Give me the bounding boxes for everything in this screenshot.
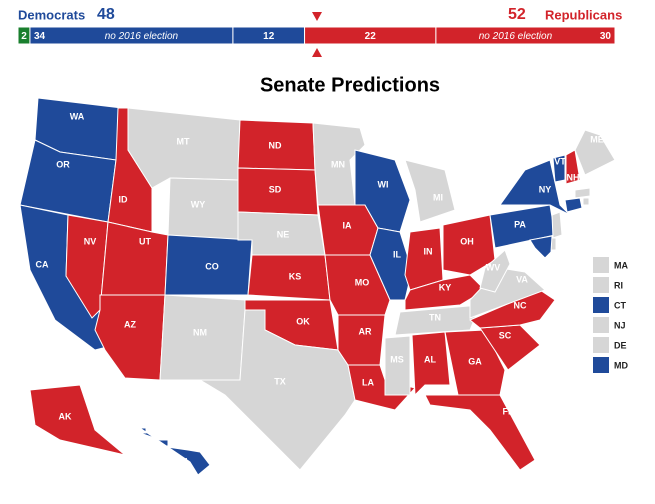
legend-swatch <box>593 337 609 353</box>
state-label: OR <box>56 159 70 169</box>
state-label: WA <box>70 111 85 121</box>
state-label: HI <box>179 456 188 466</box>
legend-swatch <box>593 297 609 313</box>
seat-count: 22 <box>365 31 377 42</box>
state-label: NY <box>539 184 552 194</box>
state <box>312 122 366 206</box>
legend-label: MD <box>614 360 628 370</box>
state <box>29 384 126 456</box>
state-label: MN <box>331 159 345 169</box>
state-label: VT <box>554 156 566 166</box>
state-label: MO <box>355 277 370 287</box>
state-label: KY <box>439 282 452 292</box>
seat-segment <box>435 26 616 45</box>
seat-count: 2 <box>21 31 27 42</box>
state-label: NM <box>193 327 207 337</box>
state-label: NC <box>514 300 527 310</box>
state-label: IA <box>343 220 353 230</box>
state-label: UT <box>139 236 151 246</box>
state <box>138 427 211 476</box>
state-label: MT <box>177 136 190 146</box>
midpoint-marker <box>312 48 322 57</box>
small-state <box>529 235 553 259</box>
state-label: PA <box>514 219 526 229</box>
small-state <box>551 211 563 239</box>
state-label: AZ <box>124 319 136 329</box>
state-label: MS <box>390 354 404 364</box>
state-label: IN <box>424 246 433 256</box>
state-label: TX <box>274 376 286 386</box>
state-label: NE <box>277 229 290 239</box>
state <box>404 227 444 291</box>
state-label: WY <box>191 199 206 209</box>
state-label: OH <box>460 236 474 246</box>
state-label: CA <box>36 259 49 269</box>
state <box>479 249 511 293</box>
segment-note: no 2016 election <box>105 31 179 42</box>
legend-swatch <box>593 257 609 273</box>
state-label: ID <box>119 194 129 204</box>
legend-label: MA <box>614 260 628 270</box>
state-label: MI <box>433 192 443 202</box>
state-label: SD <box>269 184 282 194</box>
small-state <box>574 187 591 199</box>
legend-label: NJ <box>614 320 626 330</box>
state-label: CO <box>205 261 219 271</box>
state-label: KS <box>289 271 302 281</box>
legend-label: RI <box>614 280 623 290</box>
state <box>384 335 411 396</box>
legend-label: DE <box>614 340 627 350</box>
state <box>574 129 616 176</box>
segment-note: no 2016 election <box>479 31 553 42</box>
legend-swatch <box>593 317 609 333</box>
state-label: AR <box>359 326 372 336</box>
rep-total: 52 <box>508 6 526 23</box>
seat-count: 12 <box>263 31 275 42</box>
state-label: SC <box>499 330 512 340</box>
state <box>127 107 241 189</box>
state-label: LA <box>362 377 374 387</box>
state-label: ME <box>590 134 604 144</box>
state <box>404 274 486 311</box>
state-label: IL <box>393 249 402 259</box>
rep-label: Republicans <box>545 7 622 22</box>
state-label: WV <box>486 262 501 272</box>
state-label: ND <box>269 140 282 150</box>
state <box>444 329 506 396</box>
state-label: OK <box>296 316 310 326</box>
state-label: AK <box>59 411 72 421</box>
dem-total: 48 <box>97 6 115 23</box>
state-label: TN <box>429 312 441 322</box>
seat-count: 30 <box>600 31 612 42</box>
state <box>411 331 451 397</box>
state <box>552 154 566 183</box>
state-label: GA <box>468 356 482 366</box>
title: Senate Predictions <box>260 74 440 96</box>
state-label: AL <box>424 354 436 364</box>
state <box>424 394 536 471</box>
midpoint-marker <box>312 12 322 21</box>
state-label: FL <box>503 406 514 416</box>
state <box>565 149 581 185</box>
state <box>337 314 386 366</box>
legend-swatch <box>593 357 609 373</box>
state <box>394 304 481 336</box>
seat-count: 34 <box>34 31 46 42</box>
state-label: WI <box>378 179 389 189</box>
small-state <box>564 197 583 213</box>
state-label: NV <box>84 236 97 246</box>
state-label: VA <box>516 274 528 284</box>
state <box>499 159 571 216</box>
state-label: NH <box>567 172 580 182</box>
state <box>65 214 109 319</box>
small-state <box>582 197 590 206</box>
dem-label: Democrats <box>18 7 85 22</box>
state <box>159 294 246 381</box>
legend-label: CT <box>614 300 626 310</box>
legend-swatch <box>593 277 609 293</box>
state <box>94 294 166 381</box>
state <box>442 214 496 276</box>
state <box>404 159 456 223</box>
